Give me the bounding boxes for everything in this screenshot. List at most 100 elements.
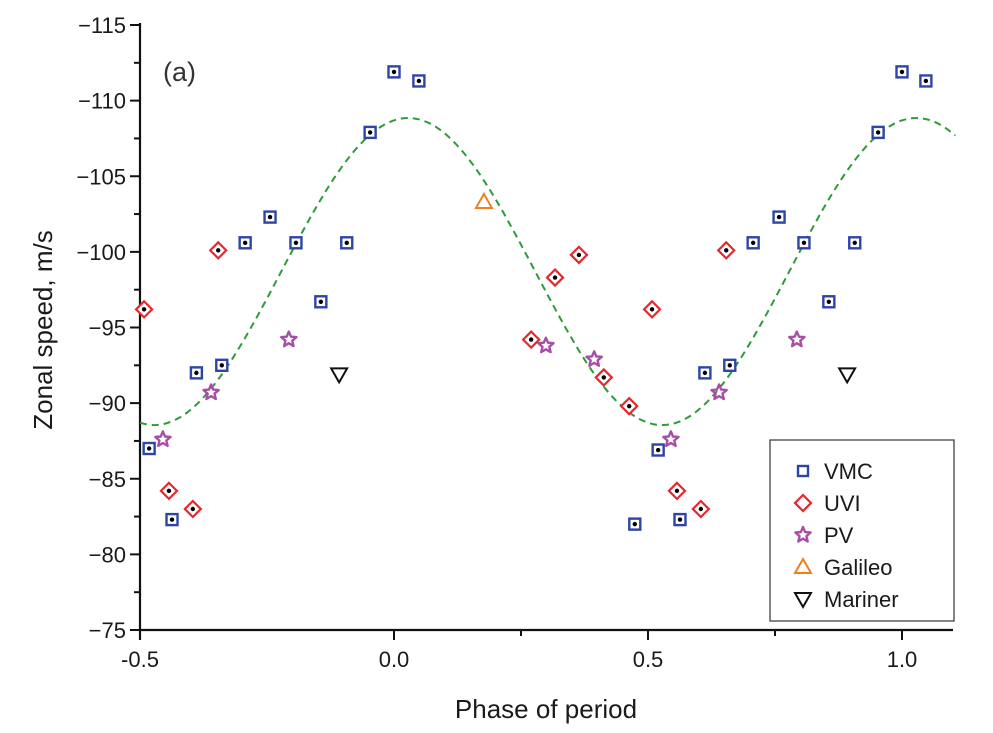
x-tick-label: 1.0 (887, 647, 918, 672)
center-dot (627, 403, 632, 409)
center-dot (702, 370, 708, 376)
center-dot (242, 240, 248, 245)
data-point-vmc (746, 236, 760, 250)
legend-label: VMC (824, 459, 873, 484)
center-dot (750, 240, 756, 245)
triangle-down-marker-icon (837, 367, 857, 385)
data-point-pv (710, 383, 728, 401)
y-tick-label: −90 (89, 391, 126, 416)
data-point-pv (537, 336, 555, 354)
x-axis-title: Phase of period (455, 694, 637, 724)
triangle-up-marker-icon (793, 556, 813, 574)
data-point-pv (662, 430, 680, 448)
center-dot (528, 337, 534, 342)
center-dot (826, 299, 832, 304)
legend-item-uvi: UVI (793, 491, 861, 516)
data-point-vmc (822, 295, 836, 309)
center-dot (194, 370, 199, 376)
star-marker-icon (585, 350, 603, 367)
legend-label: Galileo (824, 555, 892, 580)
data-point-uvi (716, 240, 736, 260)
center-dot (875, 130, 881, 135)
data-point-uvi (619, 396, 639, 416)
data-point-uvi (159, 481, 179, 501)
triangle-down-marker-icon (793, 592, 813, 610)
legend-label: Mariner (824, 587, 899, 612)
legend-item-vmc: VMC (796, 459, 873, 484)
data-point-vmc (340, 236, 354, 250)
data-point-vmc (723, 358, 737, 373)
star-marker-icon (788, 330, 806, 348)
center-dot (776, 214, 782, 220)
data-point-vmc (651, 443, 665, 457)
star-marker-icon (662, 430, 680, 448)
data-point-uvi (134, 299, 154, 319)
series-galileo (474, 191, 494, 209)
axes: −115 −110 −105 −100 −95 −90 −85 −80 −75 -0.5 0.0 0.… (76, 13, 953, 672)
x-tick-label: 0.0 (379, 647, 410, 672)
y-axis-title: Zonal speed, m/s (28, 230, 58, 429)
center-dot (169, 517, 175, 522)
star-marker-icon (710, 383, 728, 401)
data-point-vmc (848, 236, 862, 250)
square-marker-icon (796, 464, 810, 478)
center-dot (166, 488, 172, 494)
center-dot (146, 446, 152, 451)
data-point-uvi (545, 268, 565, 288)
center-dot (219, 363, 224, 368)
center-dot (727, 363, 732, 368)
y-tick-label: −75 (89, 618, 126, 643)
data-point-uvi (183, 499, 203, 519)
data-point-pv (202, 383, 220, 401)
data-point-vmc (238, 236, 252, 250)
fit-curve-layer (139, 116, 956, 427)
center-dot (674, 488, 680, 494)
legend-marker (793, 556, 813, 574)
data-point-pv (280, 330, 298, 348)
center-dot (391, 69, 397, 75)
data-point-mariner (329, 367, 349, 385)
center-dot (801, 240, 807, 245)
center-dot (216, 248, 221, 253)
star-marker-icon (794, 525, 812, 543)
y-tick-label: −80 (89, 542, 126, 567)
data-point-vmc (895, 65, 909, 79)
data-point-uvi (208, 240, 228, 260)
legend-item-galileo: Galileo (793, 555, 892, 580)
data-point-vmc (189, 366, 204, 380)
data-point-pv (154, 430, 172, 448)
center-dot (632, 521, 637, 527)
data-point-uvi (667, 481, 687, 501)
series-uvi (134, 240, 736, 519)
center-dot (318, 299, 324, 304)
data-point-vmc (142, 441, 156, 456)
triangle-up-marker-icon (474, 191, 494, 209)
legend-label: UVI (824, 491, 861, 516)
data-point-vmc (919, 74, 933, 88)
data-point-vmc (772, 210, 786, 224)
legend-marker (796, 464, 810, 478)
panel-label: (a) (163, 57, 196, 87)
center-dot (649, 307, 655, 312)
star-marker-icon (202, 383, 220, 401)
x-tick-label: -0.5 (121, 647, 159, 672)
center-dot (677, 517, 683, 522)
data-point-vmc (363, 125, 377, 140)
center-dot (923, 78, 929, 84)
y-tick-label: −95 (89, 316, 126, 341)
data-point-vmc (673, 512, 687, 527)
legend: VMC UVI PV Galileo Mariner (769, 439, 955, 622)
star-marker-icon (154, 430, 172, 448)
center-dot (724, 248, 729, 253)
y-tick-label: −110 (78, 89, 126, 114)
center-dot (190, 506, 196, 512)
data-point-vmc (314, 295, 328, 309)
star-marker-icon (537, 336, 555, 354)
center-dot (416, 78, 422, 84)
center-dot (141, 307, 147, 312)
data-point-pv (585, 350, 603, 367)
legend-items: VMC UVI PV Galileo Mariner (793, 459, 899, 612)
y-tick-label: −105 (76, 164, 126, 189)
center-dot (576, 252, 582, 258)
